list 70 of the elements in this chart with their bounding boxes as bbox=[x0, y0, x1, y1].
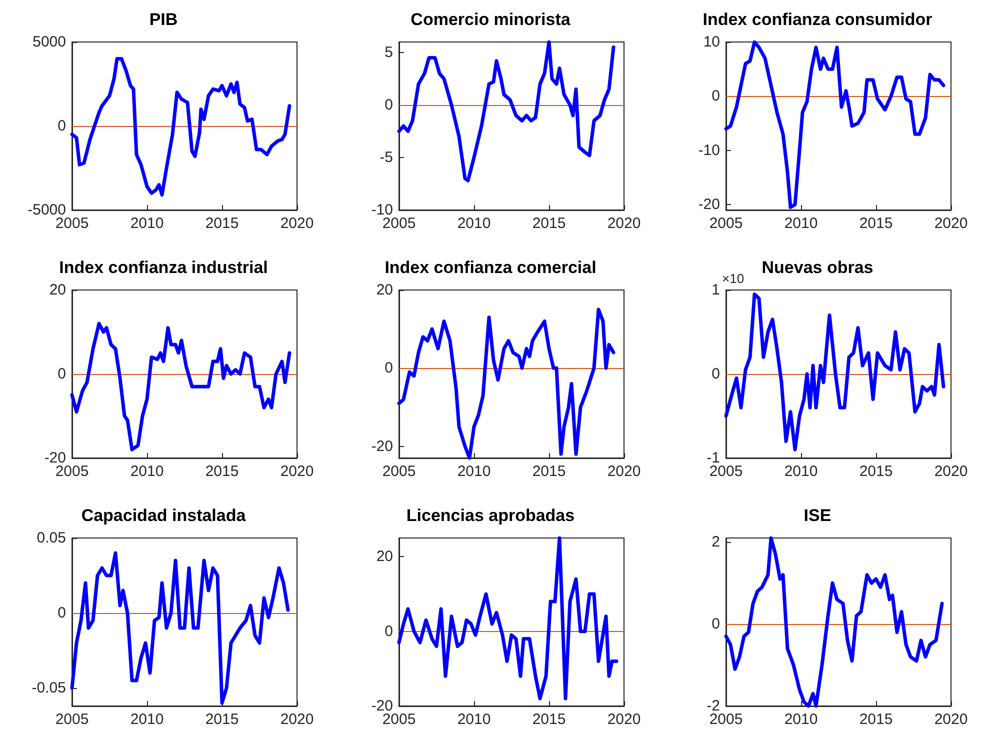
x-tick-label: 2020 bbox=[280, 463, 314, 480]
y-tick-label: 0 bbox=[58, 604, 66, 622]
x-tick-label: 2020 bbox=[934, 463, 968, 480]
x-tick-label: 2005 bbox=[382, 463, 416, 480]
x-tick-label: 2010 bbox=[784, 215, 818, 232]
chart-title: Comercio minorista bbox=[410, 10, 571, 29]
chart-title: Index confianza comercial bbox=[384, 258, 596, 277]
x-tick-label: 2010 bbox=[130, 463, 164, 480]
y-tick-label: 0 bbox=[384, 360, 393, 377]
x-tick-label: 2015 bbox=[532, 215, 566, 232]
line-series bbox=[724, 292, 946, 452]
chart-title: Index confianza consumidor bbox=[702, 10, 933, 29]
x-tick-label: 2010 bbox=[457, 215, 491, 232]
x-tick-label: 2015 bbox=[859, 711, 893, 728]
x-tick-label: 2015 bbox=[205, 215, 239, 232]
x-tick-label: 2015 bbox=[859, 215, 893, 232]
y-tick-label: 0 bbox=[58, 118, 66, 134]
x-tick-label: 2020 bbox=[607, 215, 641, 232]
x-tick-label: 2015 bbox=[859, 463, 893, 480]
y-tick-label: -5 bbox=[380, 149, 393, 166]
y-tick-label: 0 bbox=[712, 88, 720, 105]
x-tick-label: 2010 bbox=[784, 711, 818, 728]
x-tick-label: 2020 bbox=[607, 711, 641, 728]
y-tick-label: -10 bbox=[698, 142, 720, 159]
x-tick-label: 2020 bbox=[607, 463, 641, 480]
x-tick-label: 2005 bbox=[55, 711, 89, 728]
y-tick-label: 0 bbox=[712, 366, 720, 382]
x-tick-label: 2015 bbox=[205, 711, 239, 728]
x-tick-label: 2010 bbox=[457, 463, 491, 480]
x-tick-label: 2020 bbox=[280, 215, 314, 232]
chart-title: Index confianza industrial bbox=[59, 258, 268, 277]
y-tick-label: 0 bbox=[384, 96, 393, 114]
y-tick-label: 20 bbox=[376, 282, 393, 298]
x-tick-label: 2010 bbox=[457, 711, 491, 728]
y-tick-label: 0 bbox=[58, 366, 66, 382]
x-tick-label: 2010 bbox=[784, 463, 818, 480]
y-tick-label: 5 bbox=[384, 44, 393, 61]
y-tick-label: -0.05 bbox=[32, 680, 66, 696]
y-tick-label: 0.05 bbox=[36, 530, 66, 546]
x-tick-label: 2015 bbox=[532, 711, 566, 728]
line-series bbox=[70, 322, 292, 452]
x-tick-label: 2015 bbox=[205, 463, 239, 480]
y-tick-label: 10 bbox=[703, 34, 720, 50]
chart-title: Nuevas obras bbox=[762, 258, 874, 277]
line-series bbox=[397, 536, 618, 700]
y-tick-label: 20 bbox=[49, 282, 66, 298]
chart-title: Capacidad instalada bbox=[81, 506, 246, 525]
y-tick-label: 1 bbox=[712, 282, 720, 298]
x-tick-label: 2020 bbox=[280, 711, 314, 728]
x-tick-label: 2005 bbox=[709, 215, 743, 232]
x-tick-label: 2020 bbox=[934, 711, 968, 728]
x-tick-label: 2020 bbox=[934, 215, 968, 232]
y-tick-label: 2 bbox=[712, 534, 720, 551]
chart-title: ISE bbox=[804, 506, 832, 525]
text: ×10 bbox=[722, 271, 744, 286]
y-tick-label: 0 bbox=[712, 616, 720, 633]
line-series bbox=[70, 57, 292, 197]
y-tick-label: -20 bbox=[698, 196, 720, 214]
y-tick-label: 5000 bbox=[32, 34, 66, 50]
y-tick-label: 0 bbox=[384, 622, 393, 640]
line-series bbox=[397, 40, 616, 182]
line-series bbox=[397, 308, 616, 460]
x-tick-label: 2010 bbox=[130, 711, 164, 728]
y-tick-label: -20 bbox=[371, 438, 393, 455]
chart-title: PIB bbox=[149, 10, 178, 29]
line-series bbox=[70, 551, 290, 705]
y-tick-label: 20 bbox=[376, 548, 393, 566]
x-tick-label: 2015 bbox=[532, 463, 566, 480]
x-tick-label: 2010 bbox=[130, 215, 164, 232]
chart-title: Licencias aprobadas bbox=[406, 506, 575, 525]
